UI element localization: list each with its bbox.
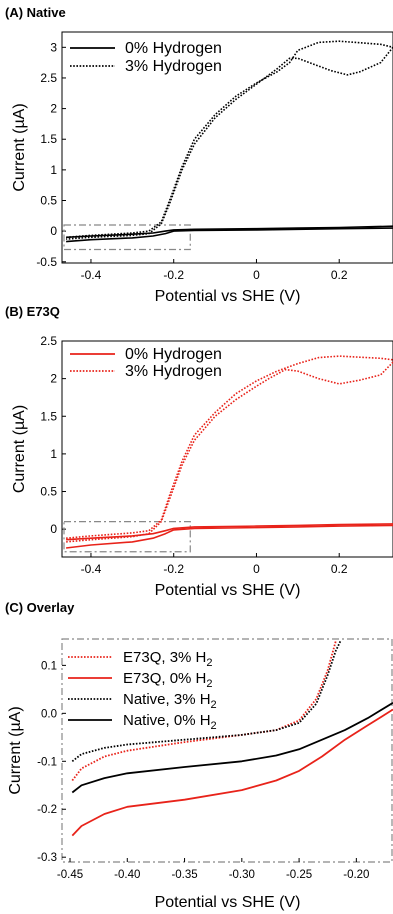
legend-label-main: E73Q, 0% H bbox=[123, 670, 206, 687]
panel-title: (A) Native bbox=[5, 5, 66, 20]
legend-label-main: E73Q, 3% H bbox=[123, 649, 206, 666]
series-line-0-hydrogen bbox=[66, 225, 393, 239]
legend-label-subscript: 2 bbox=[206, 657, 212, 669]
y-tick-label: 2 bbox=[50, 372, 57, 386]
x-tick-label: -0.2 bbox=[163, 268, 184, 282]
x-tick-label: 0 bbox=[253, 268, 260, 282]
y-tick-label: 2.5 bbox=[40, 334, 57, 348]
x-tick-label: -0.4 bbox=[81, 562, 102, 576]
series-line-3-hydrogen bbox=[66, 40, 393, 239]
zoom-region-box bbox=[63, 521, 191, 553]
x-tick-label: -0.2 bbox=[163, 562, 184, 576]
series-line-e73q-0-h2 bbox=[71, 708, 393, 837]
y-tick-label: -0.1 bbox=[37, 756, 57, 768]
series-line-0-hydrogen bbox=[66, 227, 393, 243]
legend-label: 3% Hydrogen bbox=[125, 58, 222, 75]
legend-label-subscript: 2 bbox=[211, 699, 217, 711]
series-group bbox=[66, 40, 393, 243]
y-tick-label: 2 bbox=[50, 102, 57, 116]
x-tick-label: -0.25 bbox=[286, 869, 312, 881]
x-tick-label: 0.2 bbox=[331, 562, 348, 576]
plot-frame bbox=[61, 340, 393, 558]
y-axis-label: Current (µA) bbox=[7, 706, 24, 794]
y-tick-label: 3 bbox=[50, 40, 57, 54]
panel-title: (C) Overlay bbox=[5, 600, 75, 615]
y-axis-label: Current (µA) bbox=[11, 405, 28, 493]
y-tick-label: -0.5 bbox=[36, 255, 57, 269]
x-tick-label: -0.35 bbox=[171, 869, 197, 881]
legend-label: Native, 0% H2 bbox=[123, 712, 217, 732]
zoom-region-box bbox=[63, 224, 191, 251]
legend-label: 0% Hydrogen bbox=[125, 40, 222, 57]
legend-label-subscript: 2 bbox=[211, 720, 217, 732]
y-tick-label: 1 bbox=[50, 163, 57, 177]
x-tick-label: -0.45 bbox=[57, 869, 83, 881]
y-tick-label: 1 bbox=[50, 447, 57, 461]
y-tick-label: 1.5 bbox=[40, 409, 57, 423]
series-line-0-hydrogen bbox=[66, 524, 393, 549]
legend-label: 0% Hydrogen bbox=[125, 346, 222, 363]
x-tick-label: -0.30 bbox=[229, 869, 255, 881]
y-tick-label: 1.5 bbox=[40, 132, 57, 146]
y-axis-label: Current (µA) bbox=[11, 103, 28, 191]
legend-label-subscript: 2 bbox=[206, 678, 212, 690]
panel-title: (B) E73Q bbox=[5, 304, 60, 319]
legend-label: E73Q, 0% H2 bbox=[123, 670, 213, 690]
legend-label-main: Native, 3% H bbox=[123, 691, 211, 708]
y-tick-label: -0.2 bbox=[37, 804, 57, 816]
series-line-3-hydrogen bbox=[66, 355, 393, 539]
legend-label: Native, 3% H2 bbox=[123, 691, 217, 711]
y-tick-label: 0.5 bbox=[40, 485, 57, 499]
x-axis-label: Potential vs SHE (V) bbox=[155, 288, 301, 305]
x-tick-label: -0.20 bbox=[343, 869, 369, 881]
x-tick-label: 0.2 bbox=[331, 268, 348, 282]
x-tick-label: -0.40 bbox=[114, 869, 140, 881]
legend-label: 3% Hydrogen bbox=[125, 363, 222, 380]
x-tick-label: -0.4 bbox=[81, 268, 102, 282]
y-tick-label: 0.0 bbox=[41, 708, 57, 720]
y-tick-label: -0.3 bbox=[37, 852, 57, 864]
y-tick-label: 2.5 bbox=[40, 71, 57, 85]
series-line-native-0-h2 bbox=[71, 702, 393, 794]
series-line-0-hydrogen bbox=[66, 523, 393, 541]
series-group bbox=[71, 641, 393, 837]
plot-frame bbox=[61, 638, 393, 863]
y-tick-label: 0.1 bbox=[41, 660, 57, 672]
y-tick-label: 0 bbox=[50, 522, 57, 536]
series-line-3-hydrogen bbox=[66, 361, 393, 543]
series-line-3-hydrogen bbox=[66, 46, 393, 240]
y-tick-label: 0.5 bbox=[40, 194, 57, 208]
x-axis-label: Potential vs SHE (V) bbox=[155, 894, 301, 911]
series-group bbox=[66, 355, 393, 549]
legend-label: E73Q, 3% H2 bbox=[123, 649, 213, 669]
legend-label-main: Native, 0% H bbox=[123, 712, 211, 729]
y-tick-label: 0 bbox=[50, 224, 57, 238]
plot-frame bbox=[61, 31, 393, 264]
x-tick-label: 0 bbox=[253, 562, 260, 576]
x-axis-label: Potential vs SHE (V) bbox=[155, 582, 301, 599]
